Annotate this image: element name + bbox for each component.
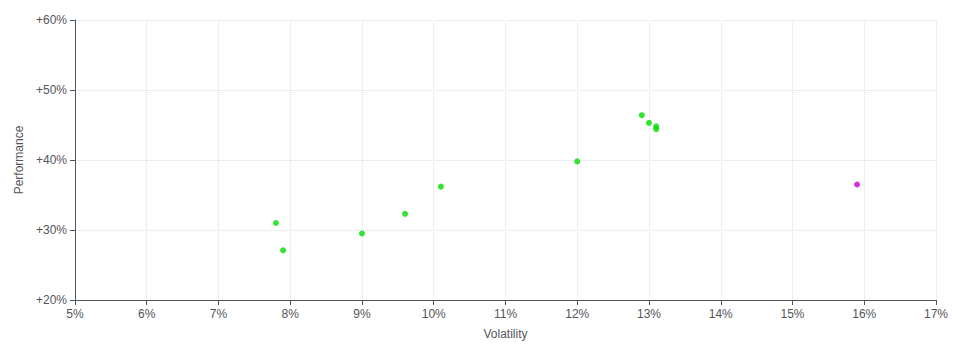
svg-text:+30%: +30% (36, 223, 67, 237)
svg-text:14%: 14% (709, 307, 733, 321)
svg-text:8%: 8% (282, 307, 300, 321)
svg-text:+50%: +50% (36, 83, 67, 97)
svg-text:Performance: Performance (12, 125, 26, 194)
svg-text:13%: 13% (637, 307, 661, 321)
svg-text:+20%: +20% (36, 293, 67, 307)
svg-text:5%: 5% (66, 307, 84, 321)
svg-text:+60%: +60% (36, 13, 67, 27)
svg-text:6%: 6% (138, 307, 156, 321)
svg-text:Volatility: Volatility (483, 327, 527, 341)
svg-text:12%: 12% (565, 307, 589, 321)
svg-text:7%: 7% (210, 307, 228, 321)
svg-text:17%: 17% (924, 307, 948, 321)
svg-text:10%: 10% (422, 307, 446, 321)
svg-text:15%: 15% (780, 307, 804, 321)
svg-text:9%: 9% (353, 307, 371, 321)
svg-text:16%: 16% (852, 307, 876, 321)
svg-text:11%: 11% (494, 307, 517, 321)
svg-text:+40%: +40% (36, 153, 67, 167)
